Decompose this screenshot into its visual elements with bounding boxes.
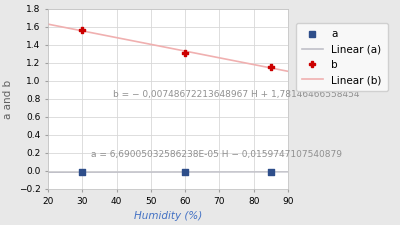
Point: [268, 170, 274, 174]
Y-axis label: a and b: a and b: [3, 79, 13, 119]
Legend: a, Linear (a), b, Linear (b): a, Linear (a), b, Linear (b): [296, 23, 388, 91]
Point: [79, 28, 86, 32]
Point: [268, 65, 274, 68]
Text: a = 6,69005032586238E-05 H − 0,0159747107540879: a = 6,69005032586238E-05 H − 0,015974710…: [91, 151, 342, 160]
Point: [79, 170, 86, 174]
Point: [182, 170, 188, 174]
X-axis label: Humidity (%): Humidity (%): [134, 211, 202, 221]
Text: b = − 0,00748672213648967 H + 1,78146466558454: b = − 0,00748672213648967 H + 1,78146466…: [113, 90, 359, 99]
Point: [182, 51, 188, 55]
